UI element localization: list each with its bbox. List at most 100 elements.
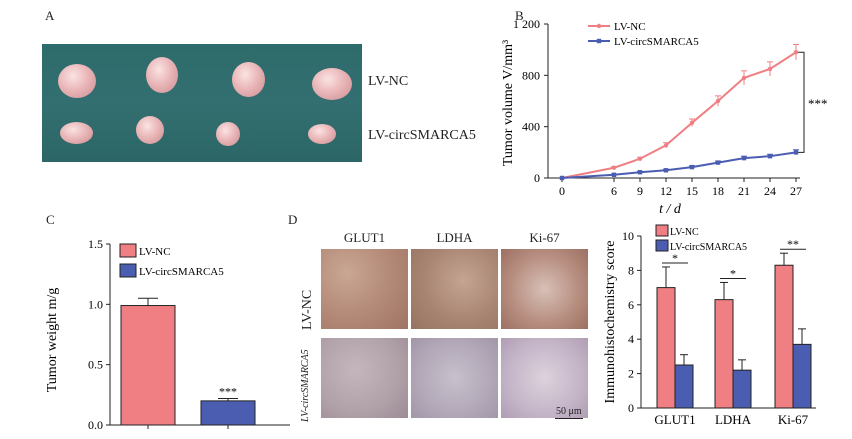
volume-ylabel: Tumor volume V/mm³ bbox=[501, 40, 516, 166]
tumor-photo bbox=[42, 44, 362, 162]
weight-legend-swatch bbox=[119, 243, 137, 258]
volume-xlabel: t / d bbox=[659, 202, 682, 217]
volume-xtick-label: 21 bbox=[738, 184, 750, 198]
volume-point bbox=[559, 175, 565, 181]
ihc-bar bbox=[792, 343, 812, 409]
volume-point bbox=[689, 164, 695, 170]
volume-point bbox=[637, 170, 643, 175]
volume-ytick-label: 1 200 bbox=[513, 17, 540, 31]
ihc-ylabel: Immunohistochemistry score bbox=[603, 241, 618, 404]
tumor-circ-4 bbox=[308, 124, 336, 144]
ihc-score-chart: 0 2 4 6 8 10 GLUT1 * LDHA * Ki-67 ** LV-NC LV-circSM… bbox=[603, 224, 816, 427]
volume-ytick-label: 400 bbox=[522, 120, 540, 134]
weight-bar bbox=[200, 400, 256, 426]
volume-sig-bracket bbox=[794, 51, 805, 153]
ihc-row-circ: LV-circSMARCA5 bbox=[300, 349, 311, 422]
volume-xtick-label: 6 bbox=[611, 184, 617, 198]
ihc-xtick-label: Ki-67 bbox=[778, 412, 809, 427]
volume-point bbox=[767, 66, 773, 72]
volume-point bbox=[611, 165, 617, 170]
ihc-legend-label: LV-NC bbox=[670, 227, 699, 238]
weight-ytick-label: 1.5 bbox=[88, 237, 103, 251]
ihc-row-nc: LV-NC bbox=[300, 289, 315, 330]
ihc-ytick-label: 0 bbox=[628, 401, 634, 415]
ihc-col-ldha: LDHA bbox=[436, 230, 473, 245]
ihc-image-ldha-circ bbox=[411, 338, 498, 418]
panel-a-letter: A bbox=[45, 8, 55, 23]
volume-xtick-label: 15 bbox=[686, 184, 698, 198]
volume-legend-label: LV-NC bbox=[614, 21, 646, 33]
ihc-col-glut1: GLUT1 bbox=[343, 230, 386, 245]
weight-legend-swatch bbox=[119, 263, 137, 278]
row-label-nc: LV-NC bbox=[368, 74, 409, 89]
ihc-ytick-label: 2 bbox=[628, 367, 634, 381]
ihc-xtick-label: LDHA bbox=[715, 412, 752, 427]
volume-point bbox=[611, 172, 617, 177]
volume-point bbox=[767, 153, 773, 159]
ihc-ytick-label: 10 bbox=[622, 229, 634, 243]
volume-xtick-label: 12 bbox=[660, 184, 672, 198]
ihc-image-glut1-circ bbox=[321, 338, 408, 418]
volume-point bbox=[663, 168, 669, 173]
tumor-volume-chart: 0 400 800 1 200 0 6 9 12 15 18 21 24 27 LV-NC LV-circ… bbox=[501, 17, 828, 217]
ihc-col-ki67: Ki-67 bbox=[529, 230, 560, 245]
volume-significance: *** bbox=[808, 96, 828, 111]
weight-legend-label: LV-circSMARCA5 bbox=[139, 266, 224, 278]
weight-bar bbox=[120, 305, 176, 426]
volume-point bbox=[637, 156, 643, 161]
ihc-image-ki67-nc bbox=[501, 249, 588, 329]
tumor-circ-3 bbox=[216, 122, 240, 146]
panel-d-letter: D bbox=[288, 212, 298, 227]
volume-ytick-label: 0 bbox=[534, 171, 540, 185]
ihc-image-ldha-nc bbox=[411, 249, 498, 329]
volume-point bbox=[793, 50, 799, 55]
ihc-ytick-label: 6 bbox=[628, 298, 634, 312]
ihc-ytick-label: 4 bbox=[628, 332, 634, 346]
tumor-circ-2 bbox=[136, 116, 164, 144]
ihc-bar bbox=[732, 369, 752, 409]
ihc-legend-swatch bbox=[655, 224, 669, 237]
volume-point bbox=[715, 160, 721, 165]
volume-xtick-label: 27 bbox=[790, 184, 802, 198]
ihc-bar bbox=[674, 364, 694, 409]
ihc-ytick-label: 8 bbox=[628, 263, 634, 277]
volume-xtick-label: 9 bbox=[637, 184, 643, 198]
scale-bar-label: 50 μm bbox=[556, 406, 582, 417]
volume-xtick-label: 24 bbox=[764, 184, 776, 198]
tumor-nc-3 bbox=[232, 62, 265, 97]
ihc-sig-stars: * bbox=[672, 251, 678, 265]
weight-significance: *** bbox=[219, 384, 237, 398]
tumor-weight-chart: 0.0 0.5 1.0 1.5 LV-NC LV-circSMARCA5 Tumor w… bbox=[45, 237, 290, 432]
weight-ylabel: Tumor weight m/g bbox=[45, 288, 60, 393]
volume-xtick-label: 18 bbox=[712, 184, 724, 198]
weight-legend-label: LV-NC bbox=[139, 246, 171, 258]
tumor-nc-4 bbox=[312, 68, 352, 100]
volume-point bbox=[741, 155, 747, 161]
ihc-bar bbox=[774, 264, 794, 409]
volume-legend-label: LV-circSMARCA5 bbox=[614, 36, 699, 48]
volume-point bbox=[689, 120, 695, 126]
ihc-image-ki67-circ bbox=[501, 338, 588, 418]
ihc-bar bbox=[714, 299, 734, 409]
row-label-circ: LV-circSMARCA5 bbox=[368, 128, 476, 143]
ihc-sig-stars: ** bbox=[787, 237, 799, 251]
panel-c-letter: C bbox=[46, 212, 55, 227]
ihc-image-glut1-nc bbox=[321, 249, 408, 329]
weight-ytick-label: 1.0 bbox=[88, 297, 103, 311]
tumor-circ-1 bbox=[60, 122, 93, 144]
volume-point bbox=[715, 98, 721, 104]
tumor-nc-1 bbox=[58, 64, 96, 98]
ihc-legend-swatch bbox=[655, 239, 669, 252]
panel-b-letter: B bbox=[515, 8, 524, 23]
volume-series-line bbox=[561, 151, 797, 179]
volume-point bbox=[741, 75, 747, 81]
ihc-sig-stars: * bbox=[730, 266, 736, 280]
volume-legend-marker bbox=[596, 23, 602, 29]
volume-ytick-label: 800 bbox=[522, 68, 540, 82]
volume-legend-marker bbox=[596, 38, 602, 44]
ihc-xtick-label: GLUT1 bbox=[654, 412, 695, 427]
weight-ytick-label: 0.5 bbox=[88, 358, 103, 372]
volume-xtick-label: 0 bbox=[559, 184, 565, 198]
tumor-nc-2 bbox=[146, 57, 178, 93]
volume-point bbox=[793, 150, 799, 155]
